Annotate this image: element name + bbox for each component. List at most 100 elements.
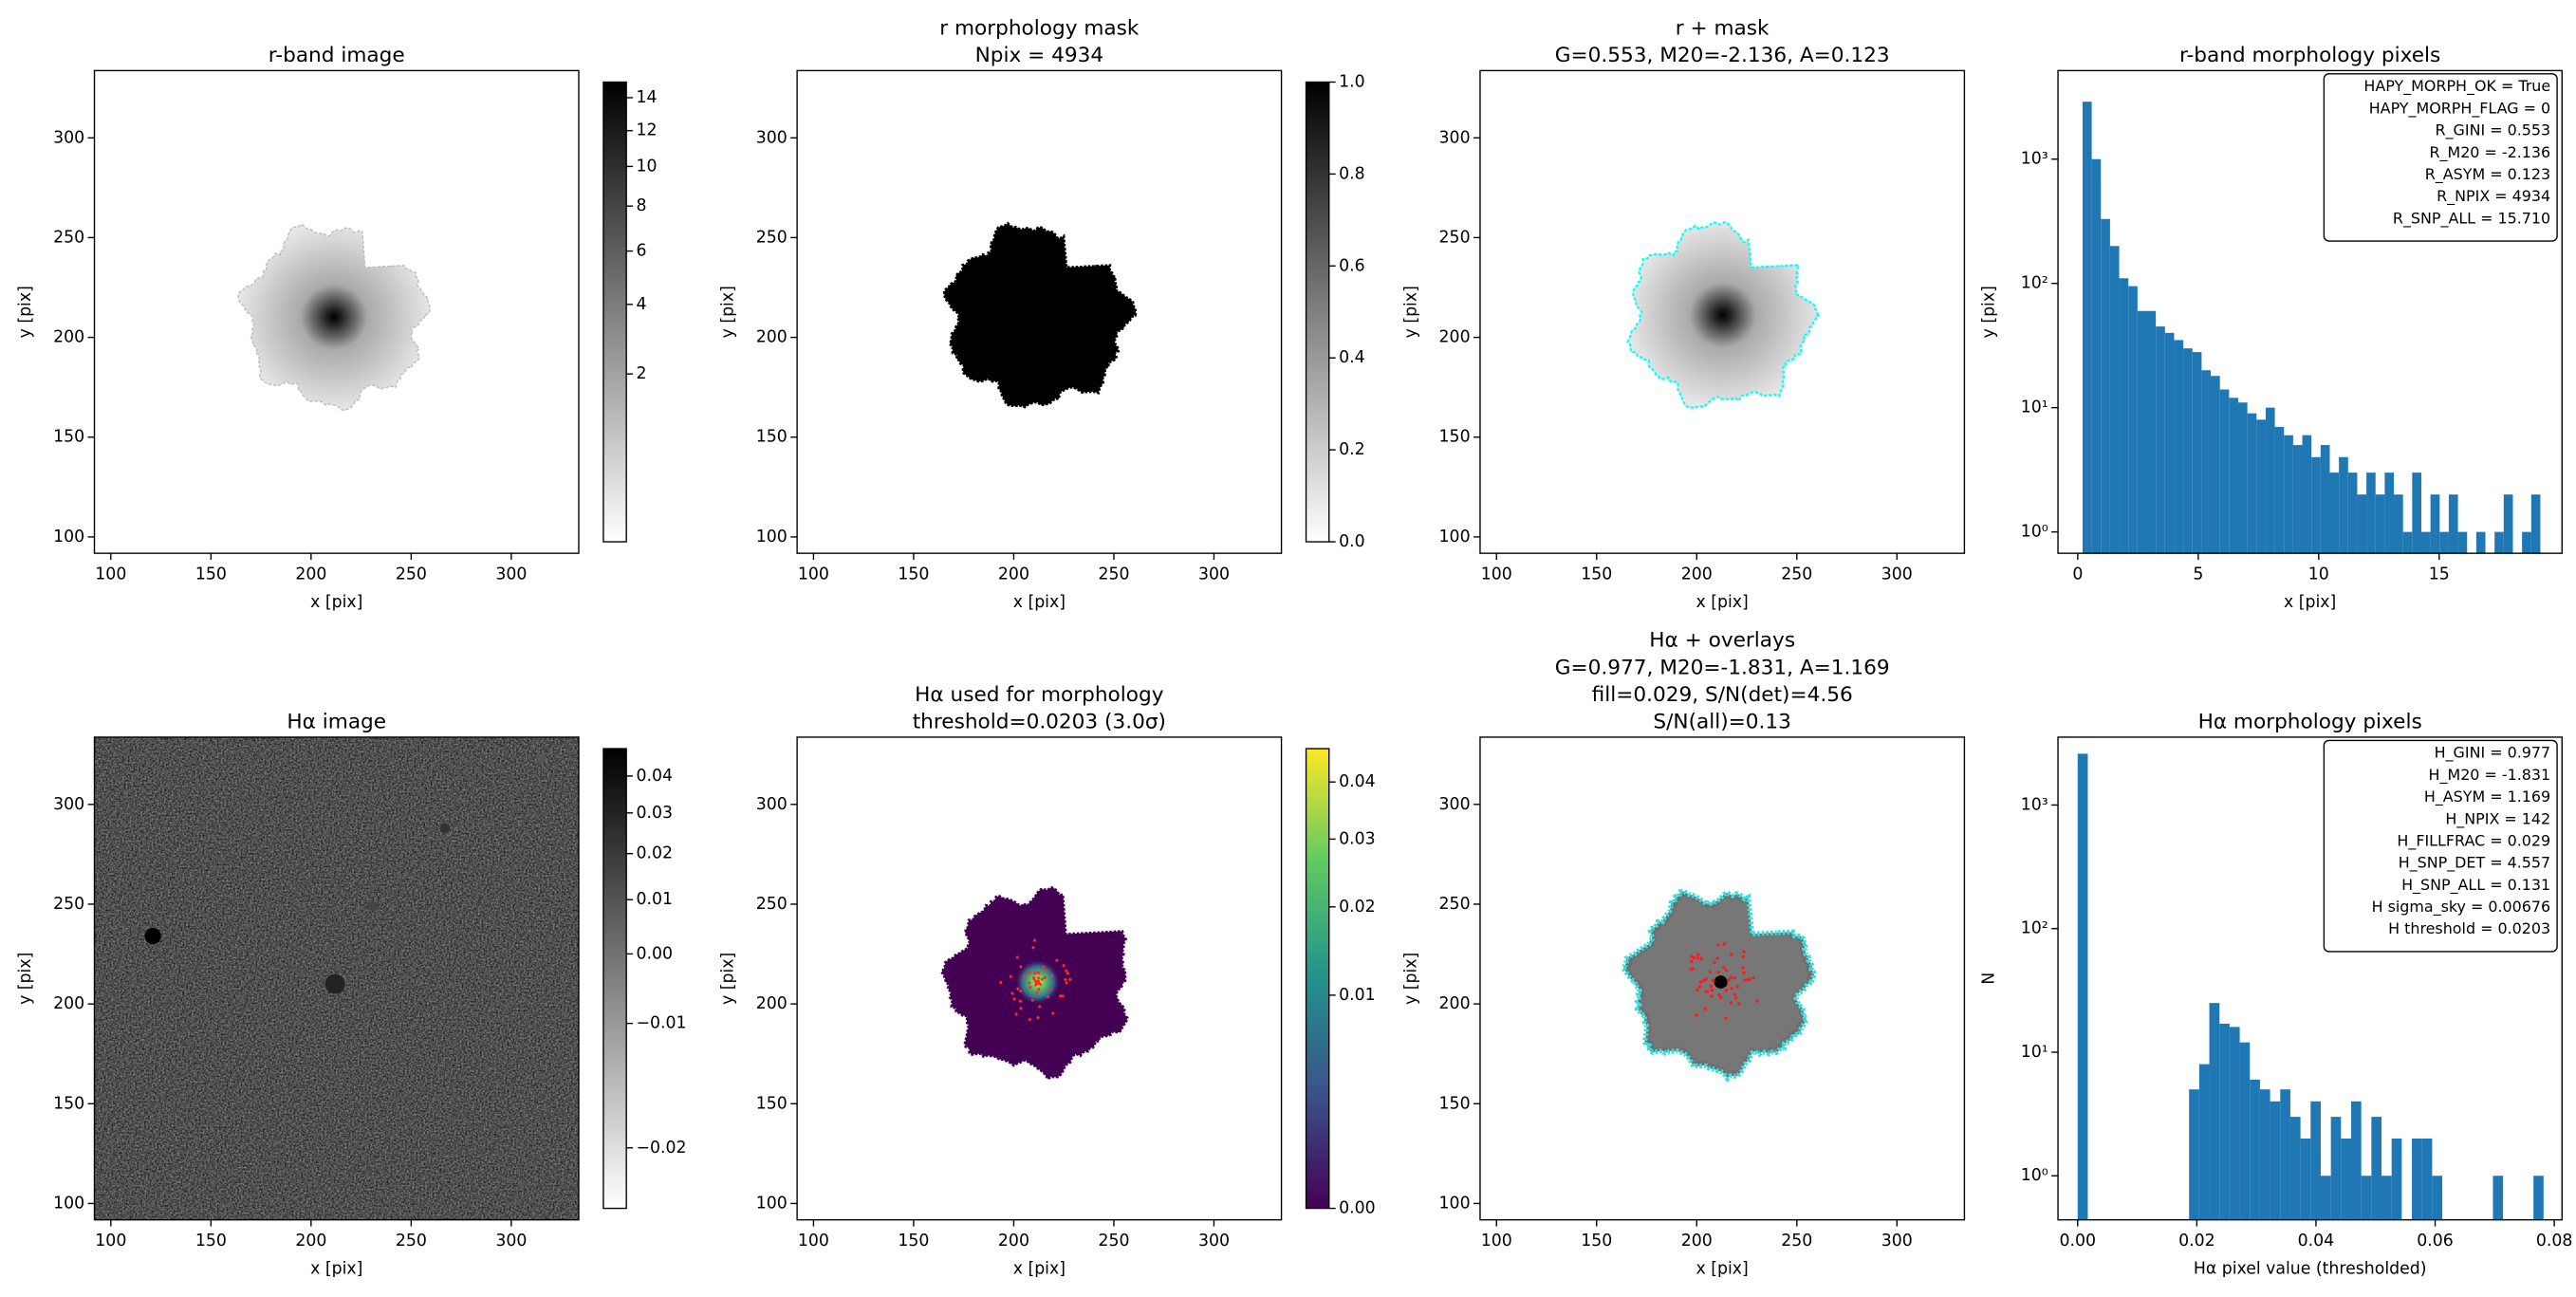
colorbar-tick-label: 0.01	[1339, 986, 1376, 1005]
image	[1626, 221, 1820, 409]
overlay-dot	[1696, 953, 1700, 956]
bar	[2239, 1042, 2251, 1220]
colorbar-tick-label: 12	[637, 121, 658, 140]
bar	[2259, 1089, 2270, 1220]
bar	[2265, 407, 2275, 554]
overlay-dot	[1689, 954, 1694, 958]
x-axis-label: x [pix]	[310, 593, 362, 612]
bar	[2366, 472, 2376, 554]
panel-title: G=0.977, M20=-1.831, A=1.169	[1555, 656, 1890, 679]
colorbar-tick-label: 0.00	[1339, 1199, 1376, 1218]
bar	[2256, 419, 2266, 554]
bar	[2412, 472, 2421, 554]
overlay-dot	[1036, 1016, 1040, 1020]
bar	[2109, 246, 2120, 554]
panel-title: Hα morphology pixels	[2198, 710, 2422, 733]
overlay-dot	[1703, 1007, 1708, 1011]
overlay-dot	[1061, 994, 1065, 998]
y-tick-label: 200	[53, 994, 84, 1013]
y-tick-label: 250	[1439, 228, 1471, 247]
bar	[2164, 332, 2175, 554]
x-tick-label: 0.00	[2060, 1232, 2097, 1251]
overlay-dot	[1037, 976, 1041, 980]
axes-frame	[796, 69, 1283, 554]
y-tick-label: 100	[1439, 528, 1471, 547]
colorbar-tick-label: 0.04	[637, 767, 674, 786]
x-axis-label: x [pix]	[310, 1260, 362, 1279]
bar	[2209, 1003, 2220, 1220]
colorbar-tick-label: 0.2	[1339, 440, 1365, 459]
x-tick-label: 5	[2193, 565, 2203, 584]
y-tick-label: 100	[53, 1194, 84, 1213]
overlay-dot	[1033, 972, 1037, 975]
panel-title: r-band morphology pixels	[2179, 44, 2440, 67]
y-tick-label: 200	[1439, 994, 1471, 1013]
annotation-line: H_SNP_DET = 4.557	[2399, 854, 2550, 873]
colorbar-tick-label: 1.0	[1339, 73, 1365, 92]
overlay-dot	[1748, 977, 1751, 981]
overlay-dot	[1065, 969, 1068, 973]
y-tick-label: 250	[756, 895, 788, 914]
x-tick-label: 15	[2429, 565, 2450, 584]
axes-frame	[93, 736, 580, 1221]
bar	[2211, 376, 2220, 554]
x-tick-label: 300	[1198, 1232, 1230, 1251]
mask	[942, 221, 1138, 409]
bar	[2274, 426, 2285, 554]
colorbar-tick-label: 2	[637, 364, 647, 383]
bar	[2320, 1176, 2331, 1220]
overlay-dot	[1742, 950, 1746, 954]
x-tick-label: 200	[998, 1232, 1029, 1251]
y-tick-label: 300	[1439, 795, 1471, 814]
x-tick-label: 10	[2308, 565, 2329, 584]
source	[324, 973, 345, 994]
colorbar-tick-label: 0.02	[637, 844, 674, 863]
overlay-dot	[1695, 988, 1699, 992]
bar	[2077, 753, 2088, 1220]
colorbar	[602, 748, 627, 1210]
bar	[2375, 494, 2385, 554]
bar	[2371, 1117, 2382, 1220]
colorbar-tick-label: 10	[637, 157, 658, 176]
panel-title: G=0.553, M20=-2.136, A=0.123	[1555, 44, 1890, 67]
panel-title: threshold=0.0203 (3.0σ)	[913, 710, 1166, 733]
y-tick-label: 10³	[2021, 150, 2048, 169]
overlay-dot	[1015, 955, 1019, 959]
overlay-dot	[1724, 988, 1729, 992]
overlay-dot	[1045, 969, 1048, 973]
x-tick-label: 200	[1681, 565, 1713, 584]
overlay-dot	[1696, 956, 1700, 960]
overlay-dot	[1713, 960, 1716, 965]
x-tick-label: 150	[195, 1232, 227, 1251]
overlay-dot	[1716, 971, 1720, 974]
bar	[2475, 531, 2486, 554]
overlay-dot	[1729, 975, 1733, 979]
overlay-dot	[1031, 946, 1035, 950]
overlay-dot	[1037, 971, 1041, 975]
axes-frame	[2057, 736, 2563, 1221]
y-tick-label: 200	[756, 994, 788, 1013]
image	[942, 221, 1138, 409]
bar	[2201, 370, 2212, 554]
colorbar-tick-label: 0.0	[1339, 532, 1365, 551]
x-tick-label: 100	[798, 565, 829, 584]
x-tick-label: 150	[195, 565, 227, 584]
bar	[2284, 435, 2293, 554]
overlay-dot	[1064, 978, 1067, 982]
bar	[2448, 494, 2458, 554]
bar	[2280, 1089, 2290, 1220]
colorbar-tick-label: 0.04	[1339, 772, 1376, 791]
y-axis-label: y [pix]	[1401, 953, 1420, 1005]
colorbar	[1305, 748, 1330, 1210]
image	[939, 886, 1129, 1082]
overlay-dot	[1733, 992, 1737, 996]
colorbar-tick-label: 0.8	[1339, 164, 1365, 183]
bar	[2432, 1176, 2443, 1220]
x-tick-label: 150	[898, 1232, 929, 1251]
y-tick-label: 300	[1439, 128, 1471, 147]
colorbar-tick-label: 0.02	[1339, 898, 1376, 917]
bar	[2219, 1023, 2230, 1220]
x-tick-label: 100	[798, 1232, 829, 1251]
x-tick-label: 200	[998, 565, 1029, 584]
